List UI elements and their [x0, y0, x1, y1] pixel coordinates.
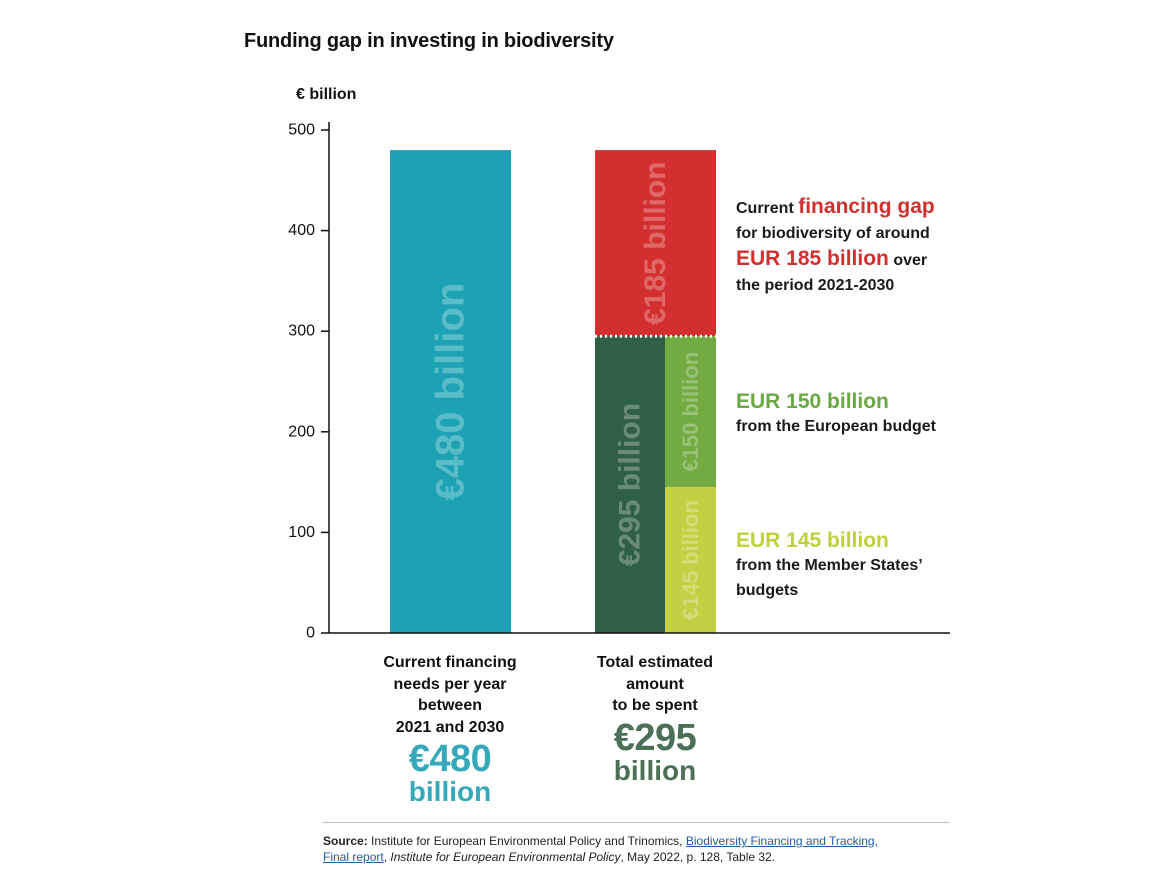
category-line: Total estimated	[596, 654, 714, 671]
category-total: €295	[613, 716, 697, 759]
category-total-unit: billion	[408, 776, 492, 807]
source-text: ,	[383, 850, 391, 864]
annotation-eu-budget: EUR 150 billion from the European budget	[736, 389, 936, 439]
source-link[interactable]: Final report	[323, 850, 384, 864]
source-link[interactable]: Biodiversity Financing and Tracking,	[685, 834, 878, 848]
annot-text: budgets	[736, 582, 799, 599]
bar-value-label: €145 billion	[678, 500, 703, 620]
annot-text: from the European budget	[736, 418, 936, 435]
source-text: , May 2022, p. 128, Table 32.	[620, 850, 776, 864]
category-line: amount	[626, 675, 684, 693]
bar-value-label: €295 billion	[614, 403, 647, 566]
y-tick-label: 200	[288, 423, 315, 440]
source-note: Source: Institute for European Environme…	[323, 833, 963, 865]
source-publisher: Institute for European Environmental Pol…	[390, 850, 621, 864]
category-label-spent: Total estimated amount to be spent €295 …	[555, 652, 755, 787]
annot-text: over	[888, 252, 928, 269]
y-tick-label: 100	[288, 524, 315, 541]
bar-national	[665, 487, 716, 633]
category-line: between	[417, 697, 482, 714]
category-total-unit: billion	[613, 754, 697, 786]
annot-highlight: EUR 150 billion	[736, 390, 889, 413]
source-divider	[322, 822, 950, 823]
annot-highlight: financing gap	[798, 195, 935, 218]
annot-text: the period 2021-2030	[736, 277, 895, 294]
chart-title: Funding gap in investing in biodiversity	[244, 30, 614, 52]
y-axis-unit-label: € billion	[296, 86, 357, 103]
bar-gap	[595, 150, 716, 337]
bar-member_states	[595, 336, 665, 633]
bar-eu_budget	[665, 336, 716, 488]
annotation-gap: Current financing gap for biodiversity o…	[736, 194, 935, 298]
annotation-member-states: EUR 145 billion from the Member States’ …	[736, 528, 923, 603]
category-line: to be spent	[612, 697, 698, 714]
bar-value-label: €150 billion	[678, 352, 703, 472]
bar-value-label: €185 billion	[639, 161, 672, 324]
annot-highlight: EUR 185 billion	[736, 247, 889, 270]
category-line: needs per year	[393, 675, 507, 693]
y-tick-label: 0	[306, 625, 315, 642]
source-label: Source:	[323, 834, 368, 848]
category-label-needs: Current financing needs per year between…	[350, 652, 550, 808]
source-text: Institute for European Environmental Pol…	[367, 834, 686, 848]
annot-highlight: EUR 145 billion	[736, 529, 889, 552]
category-line: Current financing	[383, 654, 517, 671]
annot-text: for biodiversity of around	[736, 225, 930, 242]
bar-value-label: €480 billion	[429, 283, 473, 501]
annot-text: Current	[736, 200, 799, 217]
y-tick-label: 300	[288, 323, 315, 340]
y-tick-label: 500	[288, 122, 315, 139]
category-total: €480	[408, 738, 492, 780]
bar-needs	[390, 150, 511, 633]
category-line: 2021 and 2030	[395, 718, 505, 736]
annot-text: from the Member States’	[736, 557, 923, 574]
y-tick-label: 400	[288, 222, 315, 239]
